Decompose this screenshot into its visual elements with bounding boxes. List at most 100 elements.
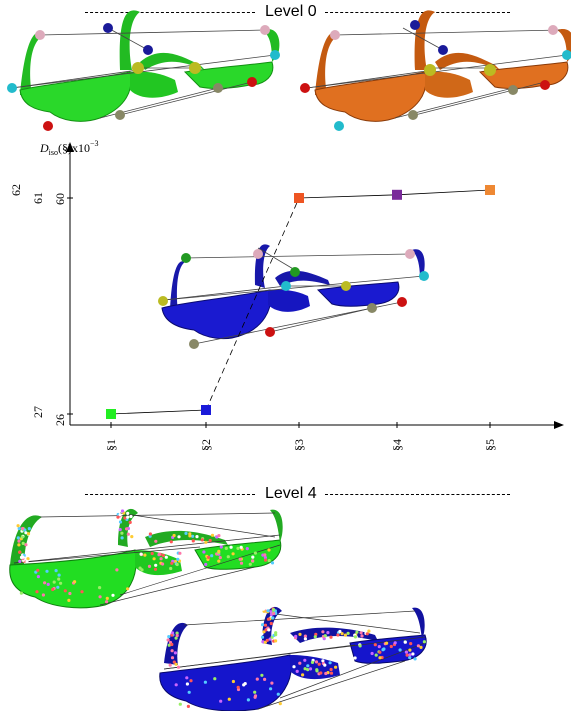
surface-dot — [278, 702, 282, 706]
surface-dot — [150, 551, 154, 556]
surface-dot — [17, 526, 21, 531]
surface-dot — [24, 531, 28, 535]
surface-dot — [161, 562, 165, 566]
surface-dot — [378, 650, 382, 654]
surface-dot — [111, 593, 115, 597]
surface-dot — [231, 679, 235, 684]
surface-dot — [314, 660, 319, 664]
surface-dot — [175, 631, 179, 635]
data-point-5 — [485, 185, 495, 195]
surface-dot — [315, 669, 319, 673]
surface-dot — [274, 639, 278, 643]
surface-dot — [303, 658, 307, 662]
surface-dot — [251, 559, 255, 563]
surface-dot — [360, 634, 364, 638]
surface-dot — [185, 676, 189, 680]
surface-dot — [263, 556, 267, 560]
surface-dot — [313, 635, 317, 639]
surface-dot — [118, 513, 122, 517]
series-segment-4 — [396, 189, 491, 196]
data-point-4 — [392, 189, 402, 200]
surface-dot — [21, 526, 25, 531]
surface-dot — [321, 630, 325, 634]
surface-dot — [373, 643, 377, 647]
surface-dot — [294, 634, 298, 638]
surface-dot — [16, 524, 20, 528]
surface-dot — [213, 677, 217, 681]
surface-dot — [239, 545, 243, 549]
level0-dash-right — [325, 12, 510, 13]
surface-dot — [370, 651, 374, 656]
surface-dot — [154, 539, 158, 543]
series-segment-1 — [110, 409, 207, 415]
surface-dot — [398, 648, 402, 652]
level4-dash-left — [85, 494, 255, 495]
ylabel-sub: iso — [49, 148, 58, 157]
surface-dot — [326, 631, 330, 635]
surface-dot — [157, 552, 161, 556]
y-axis-arrow — [66, 142, 74, 152]
surface-dot — [57, 577, 61, 581]
surface-dot — [298, 661, 302, 665]
surface-dot — [36, 575, 41, 579]
surface-dot — [147, 564, 152, 568]
surface-dot — [365, 632, 369, 636]
surface-dot — [263, 553, 267, 557]
surface-dot — [353, 635, 357, 639]
data-point-1 — [106, 409, 116, 419]
surface-dot — [16, 536, 20, 540]
surface-dot — [367, 629, 371, 633]
surface-dot — [253, 694, 258, 698]
surface-dot — [269, 610, 273, 614]
surface-dot — [324, 671, 328, 676]
surface-dot — [329, 671, 334, 675]
surface-dot — [405, 653, 409, 657]
surface-dot — [243, 682, 247, 686]
surface-dot — [116, 515, 120, 519]
x-tick-label-4: §4 — [390, 439, 404, 451]
surface-dot — [269, 621, 273, 626]
surface-dot — [231, 552, 235, 556]
surface-dot — [308, 667, 313, 671]
surface-dot — [378, 656, 382, 660]
surface-dot — [264, 558, 268, 562]
surface-dot — [195, 535, 199, 539]
surface-dot — [236, 546, 240, 550]
surface-dot — [323, 634, 327, 638]
surface-dot — [218, 556, 222, 560]
surface-dot — [358, 644, 362, 648]
surface-dot — [303, 637, 307, 641]
level0-title: Level 0 — [261, 3, 321, 21]
surface-dot — [295, 669, 299, 673]
surface-dot — [126, 532, 130, 536]
surface-dot — [170, 649, 174, 653]
surface-dot — [260, 673, 264, 677]
surface-dot — [51, 587, 55, 592]
surface-dot — [416, 644, 420, 648]
surface-dot — [170, 642, 174, 647]
surface-dot — [128, 520, 132, 524]
surface-dot — [143, 553, 147, 557]
surface-dot — [274, 633, 278, 637]
surface-dot — [261, 640, 265, 644]
surface-dot — [210, 533, 215, 537]
surface-dot — [303, 634, 307, 638]
surface-dot — [178, 702, 182, 706]
surface-dot — [118, 520, 123, 524]
surface-dot — [408, 648, 412, 652]
surface-dot — [174, 636, 178, 640]
surface-dot — [174, 683, 178, 687]
surface-dot — [56, 585, 60, 589]
surface-dot — [355, 630, 359, 634]
surface-dot — [126, 511, 130, 515]
surface-dot — [267, 559, 271, 563]
x-tick-label-1: §1 — [104, 439, 118, 451]
surface-dot — [262, 630, 266, 634]
surface-dot — [63, 589, 67, 593]
chart-marks: §1 §2 §3 §4 §5 — [104, 185, 497, 451]
left-tick-27: 27 — [31, 406, 45, 418]
surface-dot — [251, 555, 255, 559]
y-axis-label: Diso(§)x10−3 — [39, 139, 99, 157]
surface-dot — [329, 635, 333, 639]
